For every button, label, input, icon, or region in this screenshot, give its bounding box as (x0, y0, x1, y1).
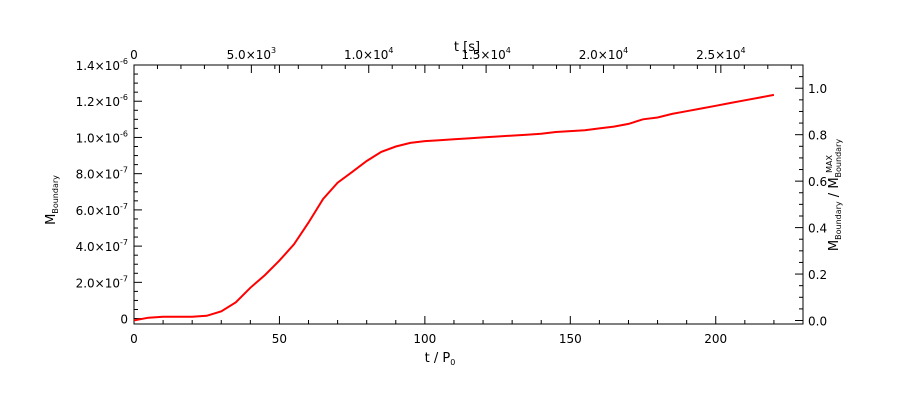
top-tick-label: 2.5×104 (696, 46, 746, 62)
y-right-tick-label: 0.0 (808, 315, 827, 329)
x-tick-label: 100 (413, 332, 436, 346)
x-tick-label: 50 (272, 332, 287, 346)
top-tick-label: 5.0×103 (227, 46, 277, 62)
plot-frame (133, 64, 804, 325)
y-left-tick-label: 0 (120, 313, 128, 327)
y-left-tick-label: 4.0×10-7 (76, 238, 128, 254)
x-tick-label: 150 (559, 332, 582, 346)
y-left-tick-label: 1.2×10-6 (76, 93, 128, 109)
y-right-tick-label: 0.8 (808, 129, 827, 143)
x-tick-label: 200 (704, 332, 727, 346)
y-left-tick-label: 6.0×10-7 (76, 202, 128, 218)
x-axis-title: t / P0 (425, 351, 456, 367)
top-tick-label: 2.0×104 (579, 46, 629, 62)
series-line (133, 93, 775, 322)
left-axis-title: MBoundary (44, 175, 60, 225)
y-left-tick-label: 2.0×10-7 (76, 274, 128, 290)
y-left-tick-label: 1.4×10-6 (76, 57, 128, 73)
x-tick-label: 0 (130, 332, 138, 346)
top-tick-label: 1.0×104 (344, 46, 394, 62)
y-right-tick-label: 1.0 (808, 82, 827, 96)
ticks (133, 64, 803, 324)
y-left-tick-label: 8.0×10-7 (76, 166, 128, 182)
right-axis-title: MBoundary / MBoundaryMAX (825, 139, 843, 251)
y-right-tick-label: 0.2 (808, 268, 827, 282)
y-left-tick-label: 1.0×10-6 (76, 129, 128, 145)
series-group (133, 93, 775, 322)
top-tick-label: 0 (130, 48, 138, 62)
top-axis-title: t [s] (454, 40, 480, 55)
tick-labels: 0 50 100 150 200 0 5.0×103 1.0×104 1.5×104 2.0×10… (76, 46, 828, 346)
top-tick-label: 1.5×104 (461, 46, 511, 62)
y-right-tick-label: 0.6 (808, 175, 827, 189)
y-right-tick-label: 0.4 (808, 222, 827, 236)
